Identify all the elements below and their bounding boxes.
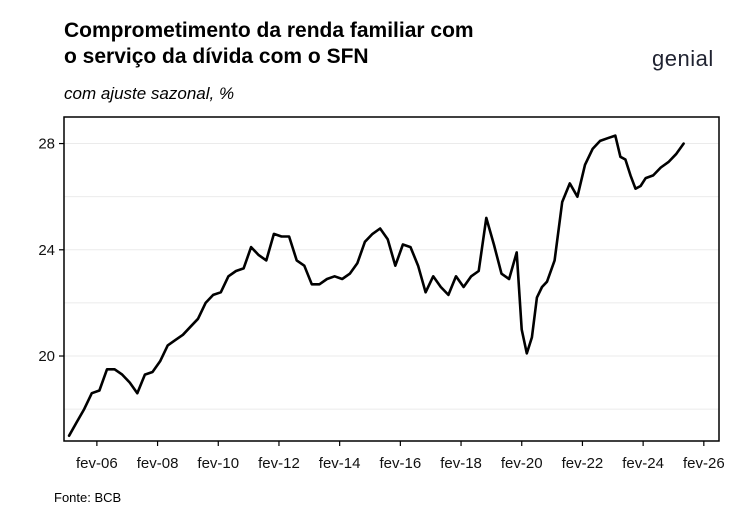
gridlines xyxy=(64,143,719,410)
source-note: Fonte: BCB xyxy=(54,490,122,505)
chart-title-line-1: Comprometimento da renda familiar com xyxy=(64,19,474,42)
x-tick-label-4: fev-14 xyxy=(319,455,361,472)
genial-logo: genial xyxy=(652,46,714,71)
chart-subtitle: com ajuste sazonal, % xyxy=(64,84,235,103)
y-tick-label-1: 24 xyxy=(38,242,55,259)
x-tick-label-8: fev-22 xyxy=(562,455,604,472)
y-tick-label-0: 20 xyxy=(38,348,55,365)
x-tick-label-5: fev-16 xyxy=(379,455,421,472)
x-tick-label-10: fev-26 xyxy=(683,455,725,472)
x-axis: fev-06 fev-08 fev-10 fev-12 fev-14 fev-16 fev-… xyxy=(76,441,725,472)
x-tick-label-9: fev-24 xyxy=(622,455,664,472)
x-tick-label-2: fev-10 xyxy=(197,455,239,472)
x-tick-label-7: fev-20 xyxy=(501,455,543,472)
series-line xyxy=(67,134,685,437)
y-axis: 20 24 28 xyxy=(38,136,64,365)
chart-title-line-2: o serviço da dívida com o SFN xyxy=(64,45,369,68)
x-tick-label-0: fev-06 xyxy=(76,455,118,472)
plot-panel xyxy=(63,116,720,442)
x-tick-label-6: fev-18 xyxy=(440,455,482,472)
y-tick-label-2: 28 xyxy=(38,136,55,153)
chart-title: Comprometimento da renda familiar com o … xyxy=(64,18,624,70)
x-tick-label-3: fev-12 xyxy=(258,455,300,472)
x-tick-label-1: fev-08 xyxy=(137,455,179,472)
